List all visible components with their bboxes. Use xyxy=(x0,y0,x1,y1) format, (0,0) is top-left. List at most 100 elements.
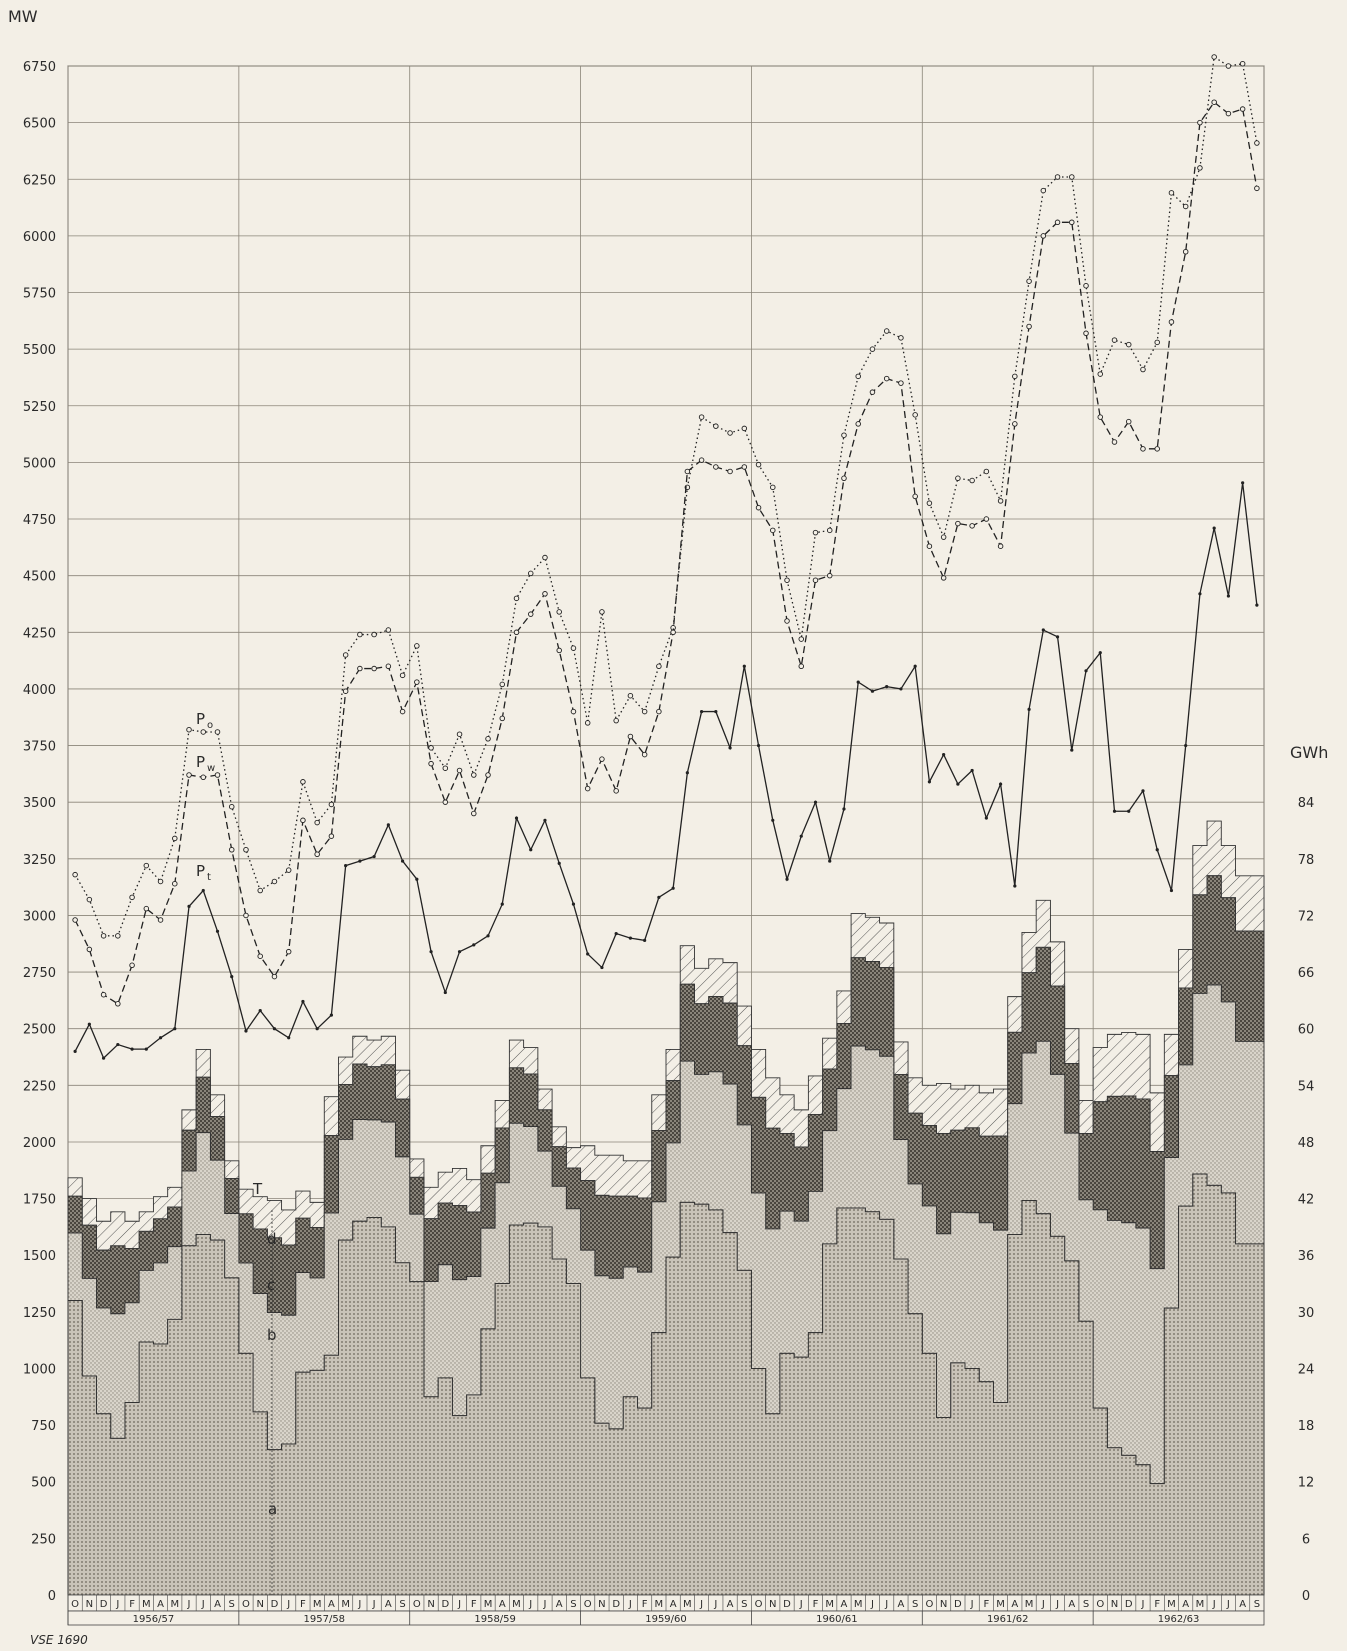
series-point xyxy=(855,373,861,380)
series-point xyxy=(912,493,918,500)
series-point xyxy=(442,799,449,805)
left-tick-label: 3250 xyxy=(23,853,56,868)
series-point xyxy=(86,946,93,953)
series-point xyxy=(584,720,591,726)
right-tick-label: 18 xyxy=(1298,1419,1315,1434)
series-point xyxy=(698,414,705,420)
series-point xyxy=(228,847,235,853)
series-point xyxy=(1027,707,1031,711)
right-tick-label: 66 xyxy=(1298,966,1315,981)
series-point xyxy=(100,933,107,939)
series-point xyxy=(670,629,676,636)
series-point xyxy=(684,468,691,475)
left-tick-label: 0 xyxy=(48,1589,56,1604)
year-label: 1960/61 xyxy=(816,1614,858,1625)
series-point xyxy=(1211,99,1217,105)
left-tick-label: 1000 xyxy=(23,1362,56,1377)
series-point xyxy=(513,629,520,636)
series-point xyxy=(613,788,619,794)
series-point xyxy=(514,816,519,820)
series-point xyxy=(115,1001,121,1007)
right-tick-label: 30 xyxy=(1298,1306,1315,1321)
series-point xyxy=(1226,594,1231,598)
series-point xyxy=(656,708,662,715)
series-point xyxy=(1155,848,1159,852)
right-tick-label: 24 xyxy=(1298,1362,1315,1377)
series-point xyxy=(841,475,847,482)
left-tick-label: 2250 xyxy=(23,1079,56,1094)
series-point xyxy=(200,729,207,735)
month-label: J xyxy=(799,1599,803,1610)
left-tick-label: 4500 xyxy=(23,570,56,585)
series-point xyxy=(755,461,762,468)
left-tick-label: 5250 xyxy=(23,400,56,415)
series-point xyxy=(1097,414,1104,420)
series-point xyxy=(529,848,533,852)
series-point xyxy=(129,894,135,901)
left-tick-label: 6500 xyxy=(23,117,56,132)
month-label: J xyxy=(1226,1599,1230,1610)
series-point xyxy=(885,685,889,689)
left-tick-label: 4250 xyxy=(23,626,56,641)
series-point xyxy=(285,948,292,955)
month-label: M xyxy=(341,1599,350,1610)
series-point xyxy=(499,681,506,688)
month-label: F xyxy=(129,1599,135,1610)
series-point xyxy=(1197,165,1203,171)
year-label: 1962/63 xyxy=(1158,1614,1200,1625)
month-label: F xyxy=(471,1599,477,1610)
series-point xyxy=(357,631,363,638)
series-point xyxy=(385,627,392,633)
series-point xyxy=(998,782,1003,786)
series-point xyxy=(457,950,462,954)
series-point xyxy=(527,570,534,577)
series-point xyxy=(244,1029,248,1033)
series-point xyxy=(983,516,990,522)
month-label: J xyxy=(1055,1599,1059,1610)
series-point xyxy=(243,912,249,919)
series-point xyxy=(116,1042,120,1047)
band-b-label: b xyxy=(267,1326,277,1344)
series-point xyxy=(1084,669,1088,673)
series-point xyxy=(172,880,178,887)
footer-code: VSE 1690 xyxy=(30,1633,88,1647)
series-point xyxy=(713,464,719,470)
month-label: F xyxy=(1154,1599,1160,1610)
band-d-label: d xyxy=(267,1230,277,1248)
month-label: J xyxy=(1212,1599,1216,1610)
series-point xyxy=(1083,282,1089,289)
series-point xyxy=(1127,809,1131,813)
series-point xyxy=(627,733,634,740)
month-label: F xyxy=(813,1599,819,1610)
series-point xyxy=(158,1036,163,1040)
series-point xyxy=(1012,421,1018,427)
series-point xyxy=(799,834,803,838)
series-point xyxy=(983,468,990,475)
series-point xyxy=(955,475,961,482)
left-tick-label: 6000 xyxy=(23,230,56,245)
series-point xyxy=(756,743,761,748)
series-point xyxy=(500,902,504,906)
series-point xyxy=(1184,743,1188,748)
left-tick-label: 6750 xyxy=(23,60,56,75)
month-label: S xyxy=(229,1599,235,1610)
left-tick-label: 2000 xyxy=(23,1136,56,1151)
series-point xyxy=(329,1013,334,1017)
left-tick-label: 500 xyxy=(31,1476,56,1491)
series-point xyxy=(257,953,263,959)
series-pt xyxy=(73,481,1259,1060)
label-po-main: P xyxy=(196,710,205,728)
series-point xyxy=(1125,341,1132,348)
series-line-pw xyxy=(74,101,1258,1005)
series-point xyxy=(571,902,576,906)
series-line-pt xyxy=(74,482,1258,1060)
series-point xyxy=(926,543,933,549)
series-point xyxy=(770,527,776,534)
series-point xyxy=(1097,371,1104,377)
month-label: D xyxy=(783,1599,791,1610)
month-label: J xyxy=(1041,1599,1045,1610)
month-label: J xyxy=(357,1599,361,1610)
series-point xyxy=(442,765,449,771)
series-point xyxy=(997,543,1004,549)
series-point xyxy=(584,785,591,792)
